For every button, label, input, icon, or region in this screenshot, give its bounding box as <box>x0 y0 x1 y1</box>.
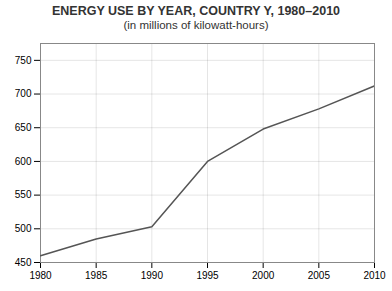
svg-text:2010: 2010 <box>363 270 386 281</box>
html-text:(in millions of kilowatt-hours: (in millions of kilowatt-hours) <box>123 19 269 31</box>
svg-text:1995: 1995 <box>196 270 219 281</box>
svg-text:500: 500 <box>15 223 32 234</box>
svg-text:750: 750 <box>15 55 32 66</box>
svg-text:2000: 2000 <box>252 270 275 281</box>
svg-text:1985: 1985 <box>85 270 108 281</box>
svg-text:650: 650 <box>15 122 32 133</box>
svg-text:1990: 1990 <box>141 270 164 281</box>
svg-text:550: 550 <box>15 189 32 200</box>
svg-text:1980: 1980 <box>29 270 52 281</box>
html-text:ENERGY USE BY YEAR, COUNTRY Y,: ENERGY USE BY YEAR, COUNTRY Y, 1980–2010 <box>51 4 340 18</box>
svg-text:450: 450 <box>15 257 32 268</box>
svg-text:600: 600 <box>15 156 32 167</box>
svg-text:700: 700 <box>15 88 32 99</box>
svg-text:2005: 2005 <box>308 270 331 281</box>
